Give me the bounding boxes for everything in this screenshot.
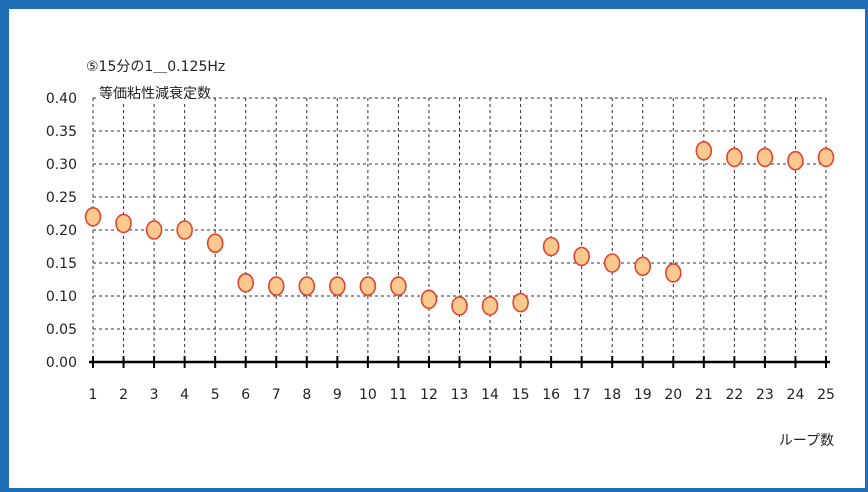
data-point	[116, 214, 131, 232]
data-point	[299, 277, 314, 295]
x-tick-label: 23	[756, 387, 774, 403]
data-point	[757, 148, 772, 166]
y-tick-label: 0.40	[46, 91, 77, 107]
x-tick-label: 16	[542, 387, 560, 403]
x-tick-label: 22	[725, 387, 743, 403]
data-point	[147, 221, 162, 239]
x-tick-label: 5	[211, 387, 220, 403]
x-tick-label: 18	[603, 387, 621, 403]
chart-title: ⑤15分の1＿0.125Hz	[86, 56, 225, 76]
x-tick-label: 19	[634, 387, 652, 403]
x-axis-label: ループ数	[779, 430, 834, 450]
data-point	[391, 277, 406, 295]
x-tick-label: 6	[241, 387, 250, 403]
data-point	[574, 247, 589, 265]
data-point	[605, 254, 620, 272]
x-tick-label: 20	[664, 387, 682, 403]
data-point	[666, 264, 681, 282]
x-tick-label: 14	[481, 387, 499, 403]
x-tick-label: 4	[180, 387, 189, 403]
x-tick-labels: 1 2 3 4 5 6 7 8 9 10 11 12 13 14 15 16 17 18 19 20 21 22 23 24 2…	[89, 387, 835, 403]
data-point	[635, 257, 650, 275]
y-tick-label: 0.35	[46, 124, 77, 140]
x-tick-label: 3	[150, 387, 159, 403]
chart-subtitle: 等価粘性減衰定数	[97, 86, 213, 102]
y-tick-label: 0.15	[46, 256, 77, 272]
x-tick-label: 15	[512, 387, 530, 403]
grid	[93, 98, 826, 362]
data-point	[86, 208, 101, 226]
x-tick-label: 12	[420, 387, 438, 403]
axes	[89, 356, 830, 368]
x-tick-label: 10	[359, 387, 377, 403]
x-tick-label: 1	[89, 387, 98, 403]
y-tick-label: 0.00	[46, 355, 77, 371]
data-point	[544, 238, 559, 256]
data-point	[483, 297, 498, 315]
y-tick-label: 0.10	[46, 289, 77, 305]
x-tick-label: 8	[302, 387, 311, 403]
x-tick-label: 9	[333, 387, 342, 403]
y-tick-labels: 0.00 0.05 0.10 0.15 0.20 0.25 0.30 0.35 0.40	[46, 91, 77, 371]
data-point	[421, 290, 436, 308]
x-tick-label: 17	[573, 387, 591, 403]
data-point	[727, 148, 742, 166]
y-tick-label: 0.25	[46, 190, 77, 206]
x-tick-label: 11	[390, 387, 408, 403]
x-tick-label: 7	[272, 387, 281, 403]
data-point	[452, 297, 467, 315]
data-point	[177, 221, 192, 239]
data-point	[269, 277, 284, 295]
x-tick-label: 2	[119, 387, 128, 403]
data-point	[513, 294, 528, 312]
data-point	[330, 277, 345, 295]
y-tick-label: 0.20	[46, 223, 77, 239]
data-point	[238, 274, 253, 292]
x-tick-label: 24	[787, 387, 805, 403]
x-tick-label: 25	[817, 387, 835, 403]
y-tick-label: 0.05	[46, 322, 77, 338]
data-point	[788, 152, 803, 170]
x-tick-label: 21	[695, 387, 713, 403]
y-tick-label: 0.30	[46, 157, 77, 173]
x-tick-label: 13	[451, 387, 469, 403]
data-point	[208, 234, 223, 252]
data-points	[86, 142, 834, 315]
data-point	[696, 142, 711, 160]
data-point	[360, 277, 375, 295]
data-point	[819, 148, 834, 166]
